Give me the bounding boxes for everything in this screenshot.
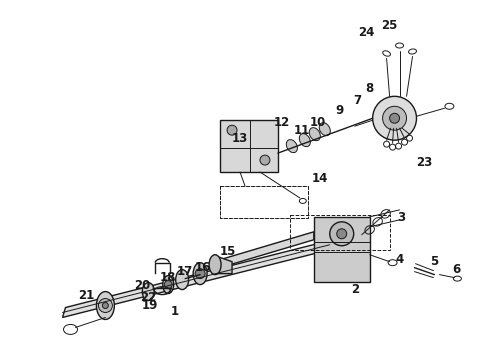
Ellipse shape — [163, 276, 173, 293]
Text: 19: 19 — [142, 299, 158, 312]
Circle shape — [195, 269, 205, 279]
Text: 21: 21 — [78, 289, 95, 302]
Text: 11: 11 — [294, 124, 310, 137]
Text: 15: 15 — [220, 245, 236, 258]
Text: 1: 1 — [171, 305, 179, 318]
Text: 12: 12 — [274, 116, 290, 129]
Text: 8: 8 — [366, 82, 374, 95]
Text: 4: 4 — [395, 253, 404, 266]
Text: 16: 16 — [195, 261, 211, 274]
Text: 6: 6 — [452, 263, 461, 276]
Text: 18: 18 — [160, 271, 176, 284]
Ellipse shape — [142, 283, 154, 301]
Polygon shape — [220, 232, 314, 268]
Circle shape — [98, 298, 112, 312]
Text: 2: 2 — [351, 283, 359, 296]
Text: 23: 23 — [416, 156, 433, 168]
Circle shape — [383, 106, 407, 130]
Text: 3: 3 — [397, 211, 406, 224]
Circle shape — [227, 125, 237, 135]
Text: 10: 10 — [310, 116, 326, 129]
Ellipse shape — [193, 263, 207, 285]
Ellipse shape — [176, 270, 189, 289]
Ellipse shape — [309, 128, 320, 141]
Text: 17: 17 — [177, 265, 193, 278]
Ellipse shape — [299, 134, 310, 147]
Circle shape — [260, 155, 270, 165]
Circle shape — [372, 96, 416, 140]
Bar — [314, 217, 369, 282]
Text: 9: 9 — [336, 104, 344, 117]
Circle shape — [330, 222, 354, 246]
Polygon shape — [215, 256, 232, 274]
Ellipse shape — [319, 123, 330, 136]
Bar — [220, 120, 278, 172]
Circle shape — [337, 229, 347, 239]
Text: 20: 20 — [134, 279, 150, 292]
Text: 22: 22 — [140, 291, 156, 304]
Polygon shape — [63, 240, 333, 318]
Circle shape — [102, 302, 108, 309]
Text: 24: 24 — [359, 26, 375, 39]
Ellipse shape — [97, 292, 114, 319]
Text: 14: 14 — [312, 171, 328, 185]
Text: 7: 7 — [354, 94, 362, 107]
Text: 25: 25 — [381, 19, 398, 32]
Circle shape — [164, 280, 172, 289]
Circle shape — [390, 113, 399, 123]
Ellipse shape — [209, 255, 221, 275]
Text: 5: 5 — [430, 255, 439, 268]
Ellipse shape — [286, 140, 297, 153]
Text: 13: 13 — [232, 132, 248, 145]
